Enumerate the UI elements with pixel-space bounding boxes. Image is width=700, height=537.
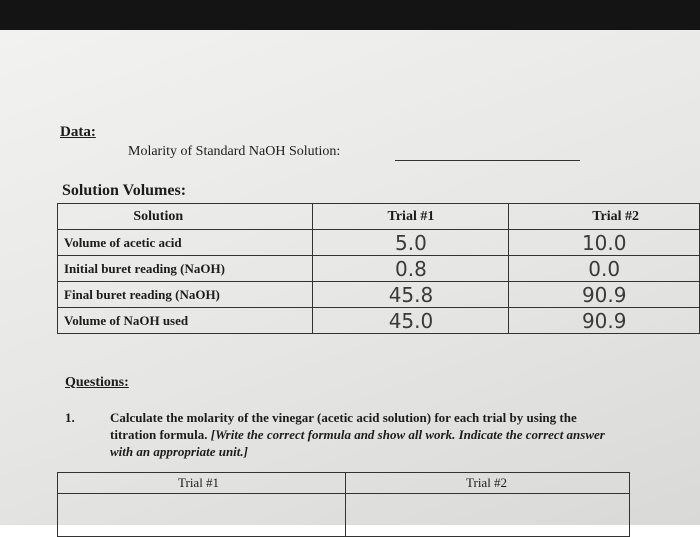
- data-label: Data:: [60, 124, 96, 140]
- table-title: Solution Volumes:: [62, 182, 187, 199]
- question-text: Calculate the molarity of the vinegar (a…: [110, 409, 610, 460]
- question-body: Calculate the molarity of the vinegar (a…: [110, 410, 577, 442]
- column-header: Solution: [56, 203, 314, 230]
- column-header: Trial #2: [345, 472, 630, 494]
- value: 0.8: [312, 255, 510, 282]
- header-row: Solution Trial #1 Trial #2: [56, 203, 700, 230]
- row-label: Final buret reading (NaOH): [56, 281, 314, 308]
- row: Final buret reading (NaOH) 45.8 90.9: [56, 281, 700, 308]
- row-label: Volume of NaOH used: [56, 307, 314, 334]
- value: 90.9: [508, 307, 700, 334]
- value: 90.9: [508, 281, 700, 308]
- value: 45.8: [312, 281, 510, 308]
- answer-row: [57, 493, 630, 537]
- question-number: 1.: [65, 410, 75, 425]
- row-label: Volume of acetic acid: [56, 229, 314, 256]
- answer-line: [395, 160, 580, 161]
- answer-table: Trial #1 Trial #2: [57, 472, 630, 537]
- value: 45.0: [312, 307, 510, 334]
- molarity-label: Molarity of Standard NaOH Solution:: [128, 144, 341, 159]
- row: Volume of NaOH used 45.0 90.9: [56, 307, 700, 334]
- questions-title: Questions:: [65, 375, 129, 390]
- column-header: Trial #1: [57, 472, 346, 494]
- question-instruction: [Write the correct formula and show all …: [110, 427, 605, 459]
- value: 10.0: [508, 229, 700, 256]
- value: 0.0: [508, 255, 700, 282]
- column-header: Trial #1: [312, 203, 510, 230]
- answer-cell: [57, 493, 346, 537]
- volume-table: Solution Trial #1 Trial #2 Volume of ace…: [56, 203, 700, 334]
- value: 5.0: [312, 229, 510, 256]
- answer-cell: [345, 493, 630, 537]
- row: Initial buret reading (NaOH) 0.8 0.0: [56, 255, 700, 282]
- column-header: Trial #2: [508, 203, 700, 230]
- row-label: Initial buret reading (NaOH): [56, 255, 314, 282]
- row: Volume of acetic acid 5.0 10.0: [56, 229, 700, 256]
- header-row: Trial #1 Trial #2: [57, 472, 630, 494]
